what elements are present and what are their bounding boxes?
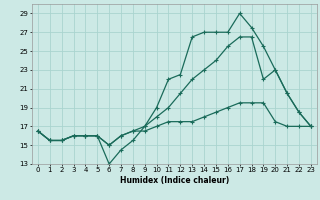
X-axis label: Humidex (Indice chaleur): Humidex (Indice chaleur): [120, 176, 229, 185]
